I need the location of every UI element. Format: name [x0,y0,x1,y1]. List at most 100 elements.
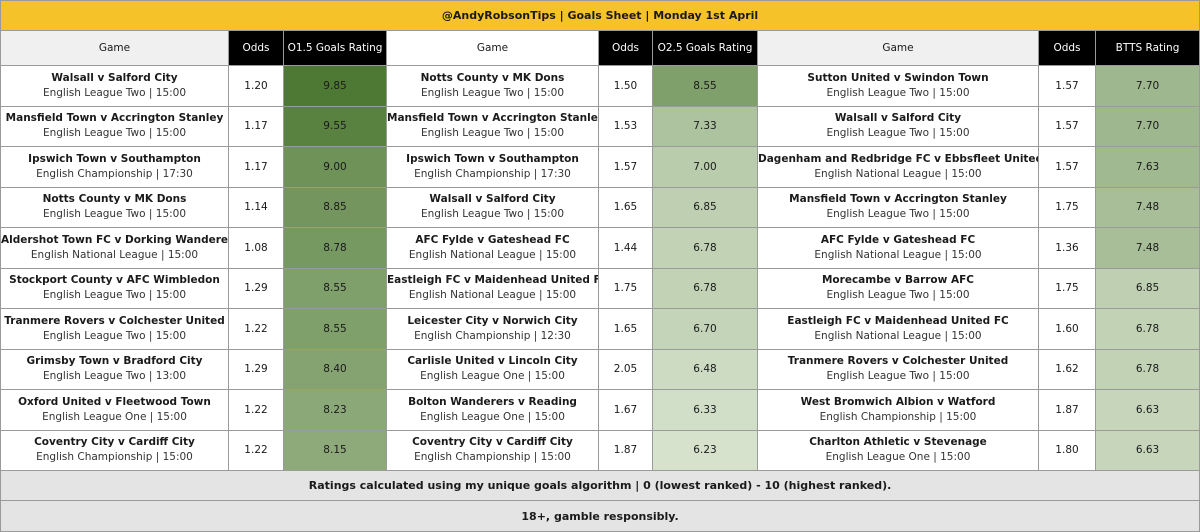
match: AFC Fylde v Gateshead FC [820,233,976,246]
header-row: Game Odds O1.5 Goals Rating Game Odds O2.5 Go… [0,30,1200,66]
table-row: Oxford United v Fleetwood Town English Le… [0,389,1200,431]
game-cell: Mansfield Town v Accrington Stanley Engli… [757,186,1039,228]
odds: 1.57 [1038,146,1096,188]
table-row: Stockport County v AFC Wimbledon English … [0,267,1200,309]
match: Bolton Wanderers v Reading [408,395,577,408]
game-cell: Grimsby Town v Bradford City English Leag… [0,348,229,390]
column-header: Odds [1038,30,1096,66]
league: English League One | 15:00 [42,410,187,423]
game-cell: Tranmere Rovers v Colchester United Engli… [757,348,1039,390]
rating: 6.63 [1094,389,1200,431]
odds: 1.22 [228,308,284,350]
match: Mansfield Town v Accrington Stanley [789,193,1007,206]
rating: 7.70 [1094,105,1200,147]
column-header: BTTS Rating [1094,30,1200,66]
rating: 6.85 [652,186,758,228]
odds: 1.53 [598,105,653,147]
game-cell: AFC Fylde v Gateshead FC English National… [386,227,599,269]
league: English League Two | 13:00 [42,370,187,383]
league: English National League | 15:00 [30,248,199,261]
league: English Championship | 15:00 [414,451,571,464]
league: English League Two | 15:00 [42,329,187,342]
rating: 7.48 [1094,227,1200,269]
table-row: Aldershot Town FC v Dorking Wanderers Eng… [0,227,1200,269]
match: Notts County v MK Dons [420,71,565,84]
rating: 6.23 [652,429,758,471]
game-cell: AFC Fylde v Gateshead FC English National… [757,227,1039,269]
rating: 9.00 [283,146,387,188]
game-cell: Mansfield Town v Accrington Stanley Engli… [386,105,599,147]
column-header: Game [386,30,599,66]
match: AFC Fylde v Gateshead FC [415,233,570,246]
league: English League Two | 15:00 [42,86,187,99]
rating: 6.78 [1094,348,1200,390]
column-header: Game [0,30,229,66]
odds: 1.57 [1038,65,1096,107]
rating: 8.55 [283,267,387,309]
odds: 1.80 [1038,429,1096,471]
league: English League Two | 15:00 [826,127,970,140]
odds: 1.22 [228,389,284,431]
league: English National League | 15:00 [408,248,577,261]
league: English National League | 15:00 [408,289,577,302]
match: Sutton United v Swindon Town [807,71,989,84]
table-row: Grimsby Town v Bradford City English Leag… [0,348,1200,390]
game-cell: Leicester City v Norwich City English Cha… [386,308,599,350]
odds: 1.44 [598,227,653,269]
odds: 1.75 [598,267,653,309]
odds: 1.17 [228,146,284,188]
note: Ratings calculated using my unique goals… [0,470,1200,501]
table-row: Walsall v Salford City English League Two… [0,65,1200,107]
match: Ipswich Town v Southampton [406,152,579,165]
match: Charlton Athletic v Stevenage [809,436,987,449]
odds: 1.50 [598,65,653,107]
match: Eastleigh FC v Maidenhead United FC [387,274,599,287]
rating: 6.33 [652,389,758,431]
game-cell: Charlton Athletic v Stevenage English Lea… [757,429,1039,471]
rating: 6.85 [1094,267,1200,309]
table-row: Mansfield Town v Accrington Stanley Engli… [0,105,1200,147]
rating: 7.00 [652,146,758,188]
rating: 6.78 [652,227,758,269]
footer-row: 18+, gamble responsibly. [0,500,1200,532]
table-row: Tranmere Rovers v Colchester United Engli… [0,308,1200,350]
game-cell: Dagenham and Redbridge FC v Ebbsfleet Un… [757,146,1039,188]
odds: 1.17 [228,105,284,147]
odds: 1.29 [228,348,284,390]
odds: 1.62 [1038,348,1096,390]
game-cell: Stockport County v AFC Wimbledon English … [0,267,229,309]
league: English Championship | 15:00 [36,451,193,464]
match: Mansfield Town v Accrington Stanley [5,112,224,125]
rating: 7.63 [1094,146,1200,188]
rating: 8.15 [283,429,387,471]
league: English League One | 15:00 [825,451,971,464]
match: Tranmere Rovers v Colchester United [787,355,1009,368]
rating: 8.78 [283,227,387,269]
table-row: Coventry City v Cardiff City English Cham… [0,429,1200,471]
match: Dagenham and Redbridge FC v Ebbsfleet Un… [758,152,1039,165]
league: English League One | 15:00 [420,370,565,383]
game-cell: Coventry City v Cardiff City English Cham… [386,429,599,471]
game-cell: Walsall v Salford City English League Two… [386,186,599,228]
league: English Championship | 17:30 [36,167,193,180]
game-cell: Walsall v Salford City English League Two… [757,105,1039,147]
rating: 7.48 [1094,186,1200,228]
odds: 1.75 [1038,186,1096,228]
title: @AndyRobsonTips | Goals Sheet | Monday 1… [0,0,1200,31]
league: English League Two | 15:00 [420,127,565,140]
league: English Championship | 17:30 [414,167,571,180]
rating: 7.70 [1094,65,1200,107]
game-cell: Tranmere Rovers v Colchester United Engli… [0,308,229,350]
league: English League Two | 15:00 [42,208,187,221]
odds: 1.20 [228,65,284,107]
odds: 1.36 [1038,227,1096,269]
rating: 9.55 [283,105,387,147]
rating: 8.85 [283,186,387,228]
rating: 6.78 [1094,308,1200,350]
odds: 1.65 [598,186,653,228]
league: English League Two | 15:00 [42,127,187,140]
note: 18+, gamble responsibly. [0,500,1200,532]
match: Aldershot Town FC v Dorking Wanderers [1,233,229,246]
game-cell: Mansfield Town v Accrington Stanley Engli… [0,105,229,147]
